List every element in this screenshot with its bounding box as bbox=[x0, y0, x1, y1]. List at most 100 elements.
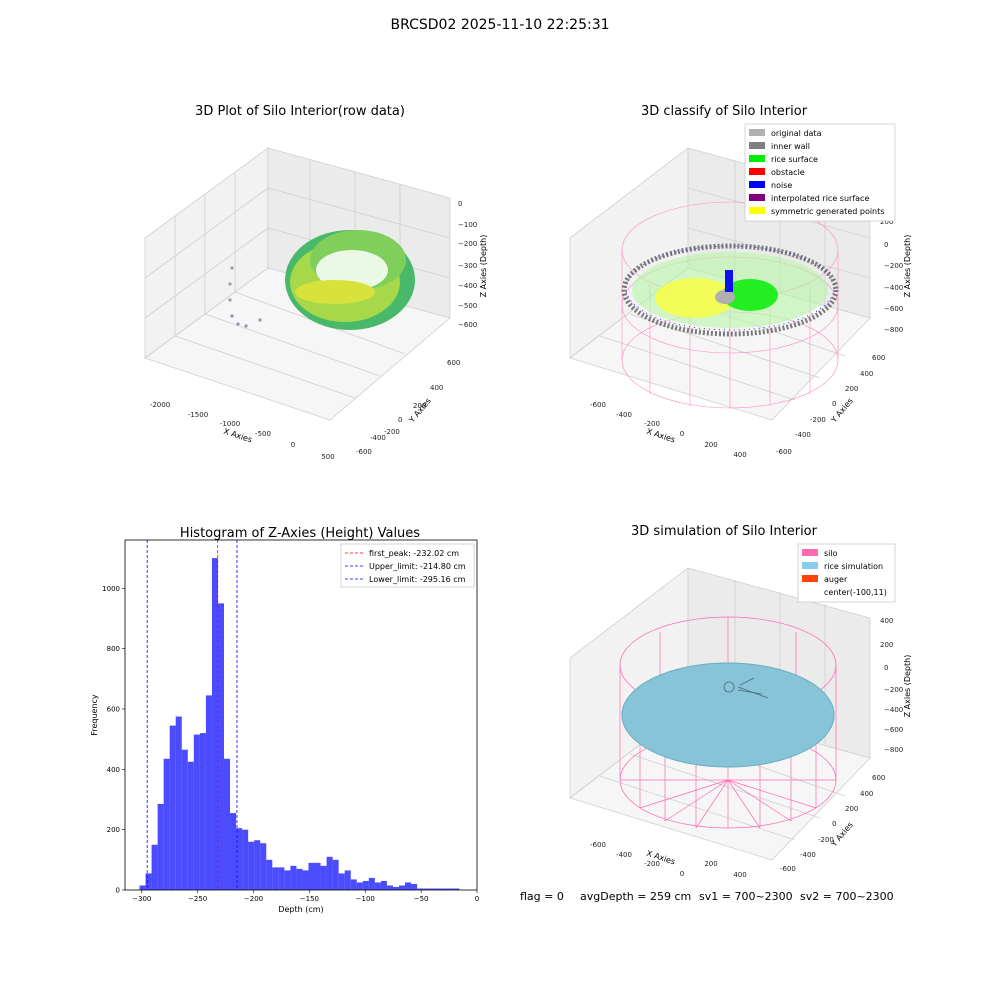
classify-legend-swatch-1 bbox=[749, 142, 765, 149]
raw-xtick: -1500 bbox=[188, 411, 208, 419]
histogram-bar-40 bbox=[380, 880, 387, 890]
histogram-bar-33 bbox=[338, 873, 345, 890]
classify-original-points bbox=[715, 290, 735, 304]
simulation-xtick: -600 bbox=[590, 841, 606, 849]
classify-point-cloud bbox=[621, 243, 839, 337]
simulation-ytick: 0 bbox=[832, 820, 836, 828]
raw-3d-axes: -2000 -1500 -1000 -500 0 500 600 400 200… bbox=[144, 147, 488, 461]
classify-xtick: -200 bbox=[644, 420, 660, 428]
histogram-chart: Histogram of Z-Axies (Height) Values −30… bbox=[90, 526, 479, 914]
histogram-bar-46 bbox=[417, 888, 424, 890]
histogram-frame bbox=[124, 539, 478, 891]
classify-legend-swatch-6 bbox=[749, 207, 765, 214]
classify-ztick: −400 bbox=[884, 284, 903, 292]
histogram-bar-29 bbox=[314, 862, 321, 890]
classify-legend-label-0: original data bbox=[771, 129, 822, 138]
histogram-bar-20 bbox=[260, 843, 267, 890]
simulation-legend-swatch-2 bbox=[802, 575, 818, 582]
histogram-yticks: 0 200 400 600 800 1000 bbox=[102, 585, 125, 895]
raw-xlabel: X Axies bbox=[222, 427, 253, 445]
raw-stray-point bbox=[228, 282, 232, 286]
classify-legend: original data inner wall rice surface obsta… bbox=[744, 123, 896, 222]
raw-ytick: 0 bbox=[398, 416, 402, 424]
histogram-bar-23 bbox=[278, 867, 285, 890]
histogram-legend-label-2: Lower_limit: -295.16 cm bbox=[369, 575, 466, 584]
raw-ytick: 600 bbox=[447, 359, 460, 367]
histogram-bar-25 bbox=[290, 865, 297, 890]
raw-stray-point bbox=[228, 298, 232, 302]
histogram-bar-32 bbox=[332, 859, 339, 890]
histogram-bar-24 bbox=[284, 870, 291, 890]
histogram-bar-43 bbox=[399, 885, 406, 890]
classify-ztick: −800 bbox=[884, 326, 903, 334]
raw-point-cloud bbox=[228, 230, 415, 330]
histogram-bar-47 bbox=[423, 888, 430, 890]
histogram-bar-51 bbox=[447, 888, 454, 890]
raw-ytick: 200 bbox=[413, 402, 426, 410]
histogram-bar-18 bbox=[248, 841, 255, 890]
classify-ztick: 200 bbox=[880, 218, 893, 226]
classify-legend-box bbox=[744, 123, 896, 222]
simulation-legend-swatch-0 bbox=[802, 549, 818, 556]
classify-legend-label-3: obstacle bbox=[771, 168, 805, 177]
raw-ztick: −300 bbox=[458, 262, 477, 270]
classify-ytick: 200 bbox=[845, 385, 858, 393]
histogram-ytick-label-1: 200 bbox=[107, 826, 120, 834]
histogram-bar-39 bbox=[374, 882, 381, 890]
histogram-title: Histogram of Z-Axies (Height) Values bbox=[180, 526, 420, 541]
classify-xtick: 400 bbox=[733, 451, 746, 459]
histogram-ytick-label-4: 800 bbox=[107, 645, 120, 653]
histogram-legend: first_peak: -232.02 cm Upper_limit: -214.… bbox=[340, 543, 475, 588]
simulation-rice-surface bbox=[621, 662, 835, 768]
histogram-reference-lines bbox=[146, 540, 238, 890]
classify-ytick: 600 bbox=[872, 354, 885, 362]
simulation-xtick: 0 bbox=[680, 870, 684, 878]
raw-ztick: −600 bbox=[458, 321, 477, 329]
simulation-ytick: 400 bbox=[860, 790, 873, 798]
figure-title: BRCSD02 2025-11-10 22:25:31 bbox=[390, 17, 610, 33]
classify-ztick: −200 bbox=[884, 262, 903, 270]
histogram-xtick-label-5: −50 bbox=[414, 895, 429, 903]
simulation-ytick: -200 bbox=[818, 836, 834, 844]
simulation-legend-label-3: center(-100,11) bbox=[824, 588, 887, 597]
classify-legend-swatch-3 bbox=[749, 168, 765, 175]
simulation-legend: silo rice simulation auger center(-100,11) bbox=[797, 543, 896, 603]
simulation-legend-label-0: silo bbox=[824, 549, 838, 558]
simulation-xtick: -400 bbox=[616, 851, 632, 859]
classify-legend-swatch-0 bbox=[749, 129, 765, 136]
histogram-bar-38 bbox=[368, 877, 375, 890]
classify-ytick: -400 bbox=[795, 431, 811, 439]
histogram-bar-28 bbox=[308, 862, 315, 890]
classify-noise-points bbox=[725, 270, 733, 292]
raw-xtick: -500 bbox=[255, 430, 271, 438]
histogram-bar-37 bbox=[362, 880, 369, 890]
simulation-ztick: 0 bbox=[884, 664, 888, 672]
histogram-xticks: −300 −250 −200 −150 −100 −50 0 bbox=[132, 890, 479, 903]
classify-legend-label-5: interpolated rice surface bbox=[771, 194, 869, 203]
raw-panel-title: 3D Plot of Silo Interior(row data) bbox=[195, 104, 405, 119]
classify-3d-axes: -600 -400 -200 0 200 400 600 400 200 0 -… bbox=[569, 123, 912, 459]
raw-xtick: -2000 bbox=[150, 401, 170, 409]
flag-readout: flag = 0 bbox=[520, 890, 564, 903]
simulation-legend-swatch-3 bbox=[802, 588, 818, 595]
classify-legend-label-2: rice surface bbox=[771, 155, 818, 164]
histogram-bar-4 bbox=[163, 758, 170, 890]
histogram-bar-52 bbox=[453, 888, 460, 890]
classify-legend-swatch-4 bbox=[749, 181, 765, 188]
histogram-xtick-label-4: −100 bbox=[356, 895, 375, 903]
simulation-ztick: 400 bbox=[880, 617, 893, 625]
simulation-auger bbox=[723, 677, 769, 699]
simulation-ztick: 200 bbox=[880, 641, 893, 649]
raw-stray-point bbox=[258, 318, 262, 322]
histogram-bar-11 bbox=[205, 695, 212, 890]
classify-ztick: 0 bbox=[884, 241, 888, 249]
classify-legend-label-6: symmetric generated points bbox=[771, 207, 884, 216]
histogram-bar-2 bbox=[151, 844, 158, 890]
histogram-bar-8 bbox=[187, 761, 194, 890]
histogram-bar-34 bbox=[344, 870, 351, 890]
sv1-readout: sv1 = 700~2300 bbox=[699, 890, 793, 903]
classify-rice-core bbox=[722, 279, 778, 311]
histogram-bar-36 bbox=[356, 882, 363, 890]
raw-ztick: −100 bbox=[458, 221, 477, 229]
histogram-bar-49 bbox=[435, 888, 442, 890]
